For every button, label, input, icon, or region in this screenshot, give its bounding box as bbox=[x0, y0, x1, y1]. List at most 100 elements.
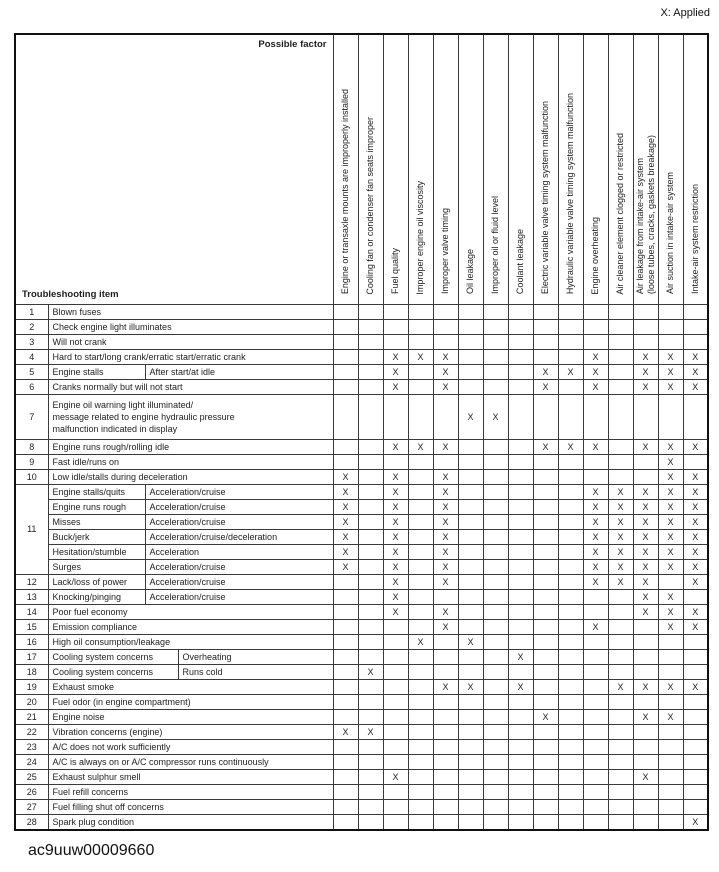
item-cell: Engine runs rough/rolling idle bbox=[47, 438, 334, 455]
factor-mark-cell: X bbox=[382, 363, 409, 380]
factor-mark-cell bbox=[457, 768, 484, 785]
factor-mark-cell bbox=[357, 318, 384, 335]
factor-mark-cell bbox=[557, 813, 584, 830]
factor-mark-cell bbox=[582, 453, 609, 470]
factor-mark-cell bbox=[607, 633, 634, 650]
row-number: 13 bbox=[14, 588, 49, 605]
factor-mark-cell bbox=[332, 588, 359, 605]
factor-mark-cell bbox=[432, 708, 459, 725]
factor-mark-cell bbox=[507, 333, 534, 350]
factor-mark-cell bbox=[557, 783, 584, 800]
factor-mark-cell bbox=[507, 348, 534, 365]
factor-mark-cell bbox=[557, 708, 584, 725]
factor-mark-cell: X bbox=[582, 513, 609, 530]
factor-mark-cell bbox=[407, 678, 434, 695]
table-row: 18 Cooling system concerns Runs cold X bbox=[14, 663, 709, 680]
factor-mark-cell: X bbox=[632, 348, 659, 365]
factor-mark-cell: X bbox=[582, 558, 609, 575]
factor-mark-cell bbox=[557, 663, 584, 680]
factor-mark-cell: X bbox=[632, 378, 659, 395]
factor-mark-cell: X bbox=[582, 573, 609, 590]
item-cell: Fast idle/runs on bbox=[47, 453, 334, 470]
factor-mark-cell bbox=[357, 648, 384, 665]
condition-cell: Acceleration/cruise/deceleration bbox=[144, 528, 334, 545]
factor-mark-cell bbox=[332, 618, 359, 635]
item-cell: Cooling system concerns bbox=[47, 648, 179, 665]
table-row: 22 Vibration concerns (engine) X X bbox=[14, 723, 709, 740]
factor-mark-cell bbox=[532, 393, 559, 440]
condition-cell: Runs cold bbox=[177, 663, 334, 680]
factor-mark-cell bbox=[407, 588, 434, 605]
factor-mark-cell bbox=[407, 558, 434, 575]
item-cell: Cranks normally but will not start bbox=[47, 378, 334, 395]
factor-mark-cell bbox=[457, 438, 484, 455]
factor-mark-cell: X bbox=[632, 588, 659, 605]
item-cell: A/C is always on or A/C compressor runs … bbox=[47, 753, 334, 770]
row-number: 23 bbox=[14, 738, 49, 755]
factor-column-header: Intake-air system restriction bbox=[682, 33, 709, 305]
factor-mark-cell: X bbox=[682, 543, 709, 560]
factor-mark-cell bbox=[357, 513, 384, 530]
factor-mark-cell bbox=[632, 693, 659, 710]
factor-mark-cell bbox=[457, 603, 484, 620]
factor-column-header: Electric variable valve timing system ma… bbox=[532, 33, 559, 305]
factor-column-header: Air suction in intake-air system bbox=[657, 33, 684, 305]
factor-mark-cell: X bbox=[432, 378, 459, 395]
factor-mark-cell bbox=[332, 393, 359, 440]
row-number: 1 bbox=[14, 303, 49, 320]
factor-mark-cell bbox=[682, 393, 709, 440]
factor-mark-cell bbox=[457, 663, 484, 680]
factor-mark-cell bbox=[657, 693, 684, 710]
factor-mark-cell bbox=[507, 693, 534, 710]
factor-mark-cell bbox=[682, 708, 709, 725]
factor-mark-cell bbox=[482, 363, 509, 380]
row-number: 21 bbox=[14, 708, 49, 725]
factor-mark-cell bbox=[332, 303, 359, 320]
factor-mark-cell: X bbox=[407, 348, 434, 365]
factor-mark-cell: X bbox=[332, 543, 359, 560]
factor-mark-cell: X bbox=[682, 438, 709, 455]
factor-label: Engine overheating bbox=[590, 216, 600, 295]
factor-mark-cell bbox=[507, 723, 534, 740]
factor-mark-cell bbox=[332, 798, 359, 815]
factor-column-header: Engine or transaxle mounts are improperl… bbox=[332, 33, 359, 305]
factor-label: Fuel quality bbox=[390, 248, 400, 295]
factor-mark-cell bbox=[357, 393, 384, 440]
row-number: 26 bbox=[14, 783, 49, 800]
factor-mark-cell bbox=[407, 528, 434, 545]
factor-mark-cell bbox=[507, 558, 534, 575]
factor-mark-cell bbox=[457, 618, 484, 635]
factor-mark-cell: X bbox=[332, 483, 359, 500]
factor-mark-cell bbox=[507, 603, 534, 620]
factor-mark-cell bbox=[482, 348, 509, 365]
factor-mark-cell: X bbox=[682, 573, 709, 590]
row-number: 6 bbox=[14, 378, 49, 395]
factor-mark-cell bbox=[482, 528, 509, 545]
factor-mark-cell: X bbox=[682, 378, 709, 395]
factor-mark-cell bbox=[507, 798, 534, 815]
factor-mark-cell bbox=[582, 678, 609, 695]
factor-mark-cell bbox=[457, 498, 484, 515]
factor-mark-cell bbox=[657, 753, 684, 770]
factor-mark-cell bbox=[557, 678, 584, 695]
factor-mark-cell bbox=[357, 453, 384, 470]
factor-mark-cell: X bbox=[432, 498, 459, 515]
factor-mark-cell bbox=[457, 333, 484, 350]
factor-mark-cell bbox=[507, 378, 534, 395]
item-cell: Engine runs rough bbox=[47, 498, 146, 515]
factor-mark-cell bbox=[482, 723, 509, 740]
factor-mark-cell bbox=[607, 798, 634, 815]
factor-mark-cell bbox=[407, 798, 434, 815]
factor-mark-cell bbox=[357, 783, 384, 800]
factor-mark-cell bbox=[482, 693, 509, 710]
factor-mark-cell bbox=[607, 318, 634, 335]
factor-mark-cell bbox=[557, 768, 584, 785]
factor-label: Improper engine oil viscosity bbox=[415, 180, 425, 295]
factor-mark-cell bbox=[507, 438, 534, 455]
factor-column-header: Engine overheating bbox=[582, 33, 609, 305]
factor-mark-cell bbox=[407, 543, 434, 560]
factor-mark-cell bbox=[457, 708, 484, 725]
factor-mark-cell bbox=[507, 318, 534, 335]
factor-mark-cell bbox=[582, 753, 609, 770]
factor-mark-cell bbox=[482, 618, 509, 635]
